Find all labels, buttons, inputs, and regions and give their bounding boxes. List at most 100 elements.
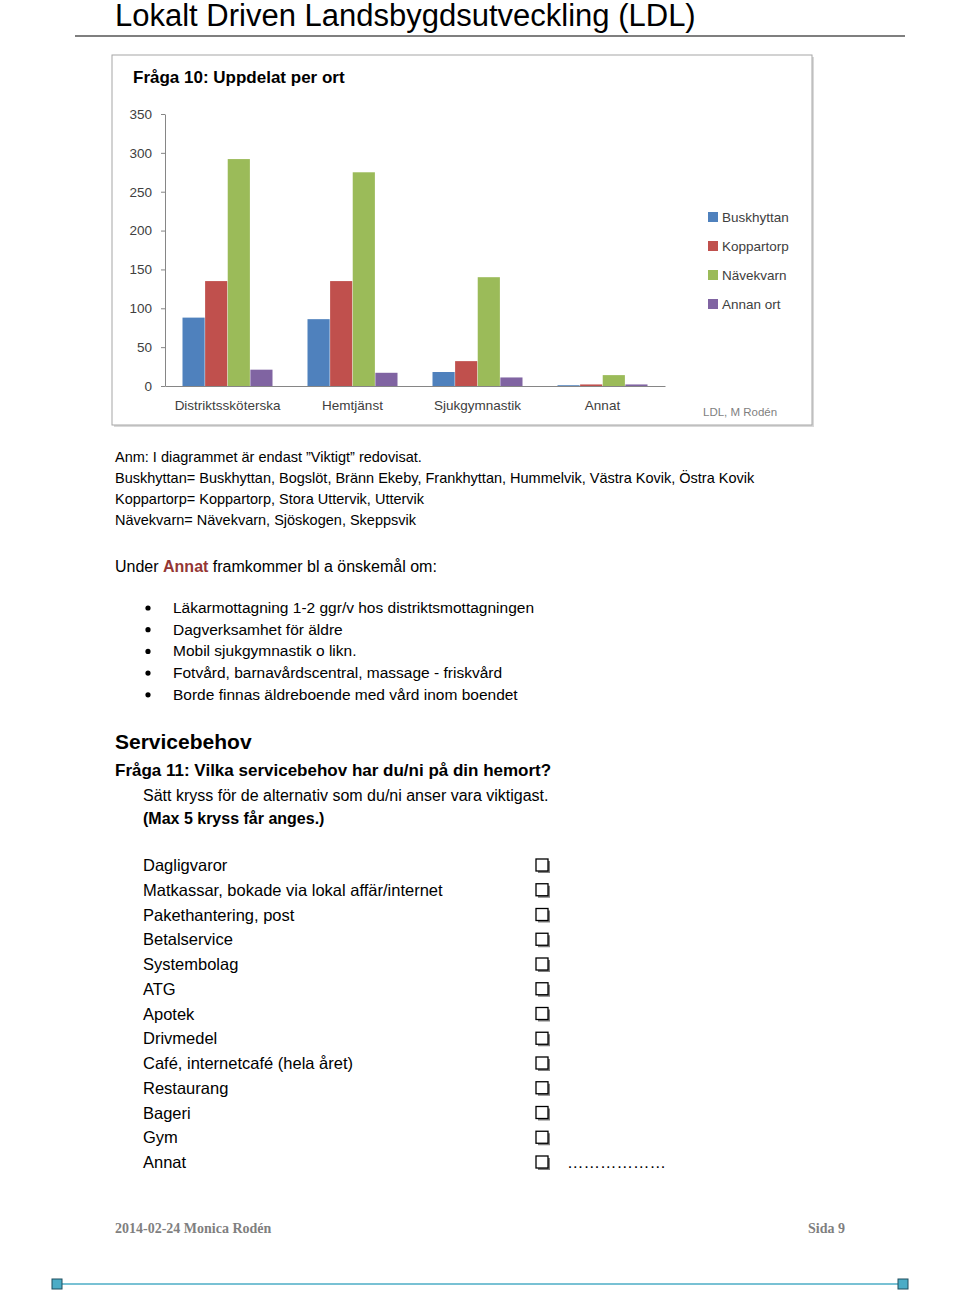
chart-credit: LDL, M Rodén <box>703 406 777 418</box>
y-axis-line <box>165 115 166 387</box>
option-label: Betalservice <box>143 930 233 948</box>
bar <box>205 281 227 386</box>
x-axis: DistriktssköterskaHemtjänstSjukgymnastik… <box>166 386 666 413</box>
bar <box>183 318 205 386</box>
legend-swatch <box>708 241 718 251</box>
header-rule <box>75 35 905 36</box>
bar <box>330 281 352 386</box>
y-tick-mark <box>161 231 165 232</box>
bullet <box>145 605 150 610</box>
option-label: Matkassar, bokade via lokal affär/intern… <box>143 881 443 899</box>
checkbox <box>536 933 548 945</box>
option-label: Bageri <box>143 1104 191 1122</box>
footer-square <box>898 1279 908 1289</box>
y-tick-mark <box>161 114 165 115</box>
y-tick: 150 <box>129 262 165 277</box>
chart-frame <box>112 55 812 425</box>
legend-label: Koppartorp <box>722 239 789 254</box>
intro-part: framkommer bl a önskemål om: <box>208 558 437 575</box>
option-label: Apotek <box>143 1005 195 1023</box>
option-label: Annat <box>143 1153 187 1171</box>
y-tick-mark <box>161 153 165 154</box>
footer-square <box>52 1279 62 1289</box>
y-tick-label: 0 <box>144 379 152 394</box>
bar <box>353 172 375 386</box>
checkbox <box>536 859 548 871</box>
bar <box>478 277 500 386</box>
annat-item: Dagverksamhet för äldre <box>173 621 343 638</box>
annat-item: Mobil sjukgymnastik o likn. <box>173 642 356 659</box>
x-tick: Hemtjänst <box>322 386 383 413</box>
footer-left: 2014-02-24 Monica Rodén <box>115 1221 272 1236</box>
note: Anm: I diagrammet är endast ”Viktigt” re… <box>115 449 422 465</box>
checkbox <box>536 1008 548 1020</box>
option-label: Restaurang <box>143 1079 228 1097</box>
option-label: Pakethantering, post <box>143 906 295 924</box>
y-tick-mark <box>161 386 165 387</box>
y-tick-label: 350 <box>129 107 152 122</box>
annat-item: Läkarmottagning 1-2 ggr/v hos distriktsm… <box>173 599 534 616</box>
y-tick: 350 <box>129 107 165 122</box>
bar <box>603 375 625 386</box>
option-label: Café, internetcafé (hela året) <box>143 1054 353 1072</box>
checkbox <box>536 1156 548 1168</box>
annat-item: Borde finnas äldreboende med vård inom b… <box>173 686 518 703</box>
bar <box>433 372 455 386</box>
checkbox <box>536 983 548 995</box>
intro-part: Under <box>115 558 163 575</box>
bar <box>558 385 580 386</box>
bar <box>250 370 272 386</box>
note: Koppartorp= Koppartorp, Stora Uttervik, … <box>115 491 425 507</box>
annat-intro: Under Annat framkommer bl a önskemål om: <box>115 558 437 575</box>
note: Nävekvarn= Nävekvarn, Sjöskogen, Skeppsv… <box>115 512 417 528</box>
note: Buskhyttan= Buskhyttan, Bogslöt, Bränn E… <box>115 469 755 486</box>
y-tick: 250 <box>129 185 165 200</box>
y-tick-label: 200 <box>129 223 152 238</box>
y-tick-label: 300 <box>129 146 152 161</box>
legend-label: Buskhyttan <box>722 210 789 225</box>
page: Lokalt Driven Landsbygdsutveckling (LDL)… <box>0 0 960 1292</box>
section-question: Fråga 11: Vilka servicebehov har du/ni p… <box>115 761 551 780</box>
bullet <box>145 671 150 676</box>
x-tick: Sjukgymnastik <box>434 386 521 413</box>
checkbox <box>536 884 548 896</box>
footer-right: Sida 9 <box>808 1221 845 1236</box>
checkbox <box>536 1057 548 1069</box>
y-tick: 100 <box>129 301 165 316</box>
legend-swatch <box>708 299 718 309</box>
y-tick: 0 <box>144 379 165 394</box>
legend-label: Nävekvarn <box>722 268 787 283</box>
y-tick: 50 <box>137 340 165 355</box>
x-tick-label: Annat <box>585 398 621 413</box>
option-label: Systembolag <box>143 955 238 973</box>
x-tick-label: Hemtjänst <box>322 398 383 413</box>
checkbox <box>536 1082 548 1094</box>
y-tick-label: 250 <box>129 185 152 200</box>
y-tick-mark <box>161 308 165 309</box>
blank-line: ……………… <box>567 1153 666 1171</box>
option-label: Dagligvaror <box>143 856 228 874</box>
section-limit: (Max 5 kryss får anges.) <box>143 810 324 827</box>
bar <box>500 377 522 386</box>
checkbox <box>536 1131 548 1143</box>
y-tick-mark <box>161 269 165 270</box>
bullet <box>145 692 150 697</box>
legend-label: Annan ort <box>722 297 781 312</box>
x-axis-line <box>166 386 666 387</box>
legend: Buskhyttan Koppartorp Nävekvarn Annan ort <box>708 210 789 312</box>
bullet <box>145 649 150 654</box>
y-tick-mark <box>161 192 165 193</box>
y-tick-label: 150 <box>129 262 152 277</box>
checkbox <box>536 1032 548 1044</box>
y-axis: 0 50 100 150 200 250 300 350 <box>129 107 165 394</box>
bar <box>375 373 397 386</box>
page-title: Lokalt Driven Landsbygdsutveckling (LDL) <box>115 0 696 33</box>
annat-item: Fotvård, barnavårdscentral, massage - fr… <box>173 664 502 681</box>
x-tick-label: Sjukgymnastik <box>434 398 521 413</box>
bar <box>228 159 250 386</box>
option-label: Gym <box>143 1128 178 1146</box>
y-tick: 200 <box>129 223 165 238</box>
y-tick-label: 50 <box>137 340 152 355</box>
bar <box>455 361 477 386</box>
y-tick: 300 <box>129 146 165 161</box>
